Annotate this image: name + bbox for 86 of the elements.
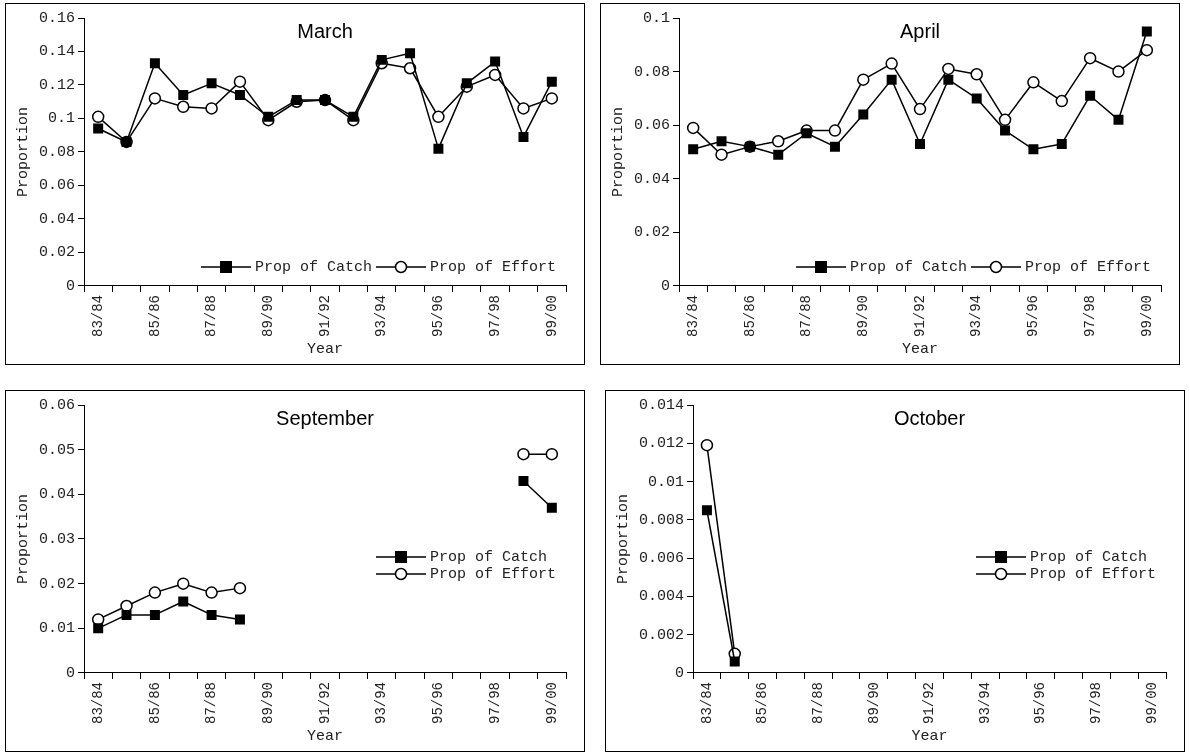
y-tick-label: 0.05 bbox=[38, 441, 76, 459]
y-tick-label: 0.02 bbox=[633, 224, 671, 242]
x-tick-label: 97/98 bbox=[486, 294, 503, 338]
y-tick-label: 0.008 bbox=[638, 511, 685, 529]
x-tick-label: 95/96 bbox=[1025, 294, 1042, 338]
x-tick-label: 99/00 bbox=[543, 681, 560, 725]
legend-label: Prop of Effort bbox=[1024, 258, 1151, 276]
legend-label: Prop of Catch bbox=[849, 258, 967, 276]
y-axis-title: Proportion bbox=[14, 493, 32, 584]
x-tick-label: 85/86 bbox=[146, 294, 163, 338]
x-axis-title: Year bbox=[911, 727, 948, 745]
y-tick-label: 0.03 bbox=[38, 530, 76, 548]
x-tick-label: 99/00 bbox=[1138, 294, 1155, 338]
y-tick-label: 0.014 bbox=[638, 396, 685, 414]
legend-label: Prop of Catch bbox=[1029, 548, 1147, 566]
y-tick-label: 0.12 bbox=[38, 76, 76, 94]
x-axis-title: Year bbox=[307, 340, 344, 358]
y-tick-label: 0.14 bbox=[38, 43, 76, 61]
x-tick-label: 87/88 bbox=[809, 681, 826, 725]
x-tick-label: 97/98 bbox=[486, 681, 503, 725]
legend-label: Prop of Effort bbox=[1029, 565, 1156, 583]
y-axis-title: Proportion bbox=[609, 106, 627, 197]
x-tick-label: 85/86 bbox=[754, 681, 771, 725]
legend-label: Prop of Effort bbox=[429, 258, 556, 276]
y-tick-label: 0 bbox=[660, 277, 671, 295]
x-axis-title: Year bbox=[307, 727, 344, 745]
y-tick-label: 0.02 bbox=[38, 575, 76, 593]
y-tick-label: 0.04 bbox=[38, 486, 76, 504]
y-tick-label: 0.08 bbox=[38, 143, 76, 161]
chart-title: October bbox=[893, 406, 966, 429]
y-tick-label: 0.004 bbox=[638, 588, 685, 606]
x-tick-label: 91/92 bbox=[316, 294, 333, 338]
x-tick-label: 95/96 bbox=[430, 681, 447, 725]
x-tick-label: 85/86 bbox=[146, 681, 163, 725]
x-tick-label: 87/88 bbox=[203, 681, 220, 725]
x-tick-label: 83/84 bbox=[89, 294, 106, 338]
x-tick-label: 89/90 bbox=[865, 681, 882, 725]
x-tick-label: 89/90 bbox=[260, 681, 276, 725]
x-tick-label: 89/90 bbox=[260, 294, 276, 338]
x-tick-label: 95/96 bbox=[1032, 681, 1049, 725]
y-tick-label: 0.06 bbox=[38, 396, 76, 414]
y-tick-label: 0.012 bbox=[638, 435, 685, 453]
x-tick-label: 85/86 bbox=[741, 294, 758, 338]
x-tick-label: 87/88 bbox=[203, 294, 220, 338]
chart-title: April bbox=[900, 19, 941, 42]
y-tick-label: 0 bbox=[65, 664, 76, 682]
y-tick-label: 0.02 bbox=[38, 244, 76, 262]
y-tick-label: 0.01 bbox=[647, 473, 685, 491]
x-tick-label: 93/94 bbox=[373, 681, 390, 725]
y-tick-label: 0.04 bbox=[38, 210, 76, 228]
x-tick-label: 89/90 bbox=[855, 294, 871, 338]
x-tick-label: 91/92 bbox=[316, 681, 333, 725]
y-tick-label: 0.1 bbox=[47, 110, 76, 128]
y-tick-label: 0.08 bbox=[633, 63, 671, 81]
x-tick-label: 99/00 bbox=[1143, 681, 1160, 725]
y-axis-title: Proportion bbox=[14, 106, 32, 197]
y-tick-label: 0.06 bbox=[633, 117, 671, 135]
x-tick-label: 83/84 bbox=[698, 681, 715, 725]
y-tick-label: 0.16 bbox=[38, 9, 76, 27]
x-tick-label: 87/88 bbox=[798, 294, 815, 338]
y-tick-label: 0 bbox=[674, 664, 685, 682]
y-tick-label: 0 bbox=[65, 277, 76, 295]
x-tick-label: 97/98 bbox=[1081, 294, 1098, 338]
x-tick-label: 93/94 bbox=[373, 294, 390, 338]
x-tick-label: 93/94 bbox=[976, 681, 993, 725]
x-tick-label: 97/98 bbox=[1088, 681, 1105, 725]
x-tick-label: 93/94 bbox=[968, 294, 985, 338]
x-tick-label: 83/84 bbox=[89, 681, 106, 725]
x-tick-label: 91/92 bbox=[921, 681, 938, 725]
x-tick-label: 91/92 bbox=[911, 294, 928, 338]
x-tick-label: 95/96 bbox=[430, 294, 447, 338]
y-tick-label: 0.006 bbox=[638, 550, 685, 568]
y-tick-label: 0.01 bbox=[38, 620, 76, 638]
x-tick-label: 99/00 bbox=[543, 294, 560, 338]
y-tick-label: 0.04 bbox=[633, 170, 671, 188]
y-tick-label: 0.06 bbox=[38, 177, 76, 195]
legend-label: Prop of Catch bbox=[254, 258, 372, 276]
chart-title: March bbox=[297, 19, 353, 42]
y-tick-label: 0.1 bbox=[642, 9, 671, 27]
x-tick-label: 83/84 bbox=[684, 294, 701, 338]
y-tick-label: 0.002 bbox=[638, 626, 685, 644]
y-axis-title: Proportion bbox=[614, 493, 632, 584]
chart-title: September bbox=[276, 406, 375, 429]
legend-label: Prop of Effort bbox=[429, 565, 556, 583]
legend-label: Prop of Catch bbox=[429, 548, 547, 566]
x-axis-title: Year bbox=[902, 340, 939, 358]
